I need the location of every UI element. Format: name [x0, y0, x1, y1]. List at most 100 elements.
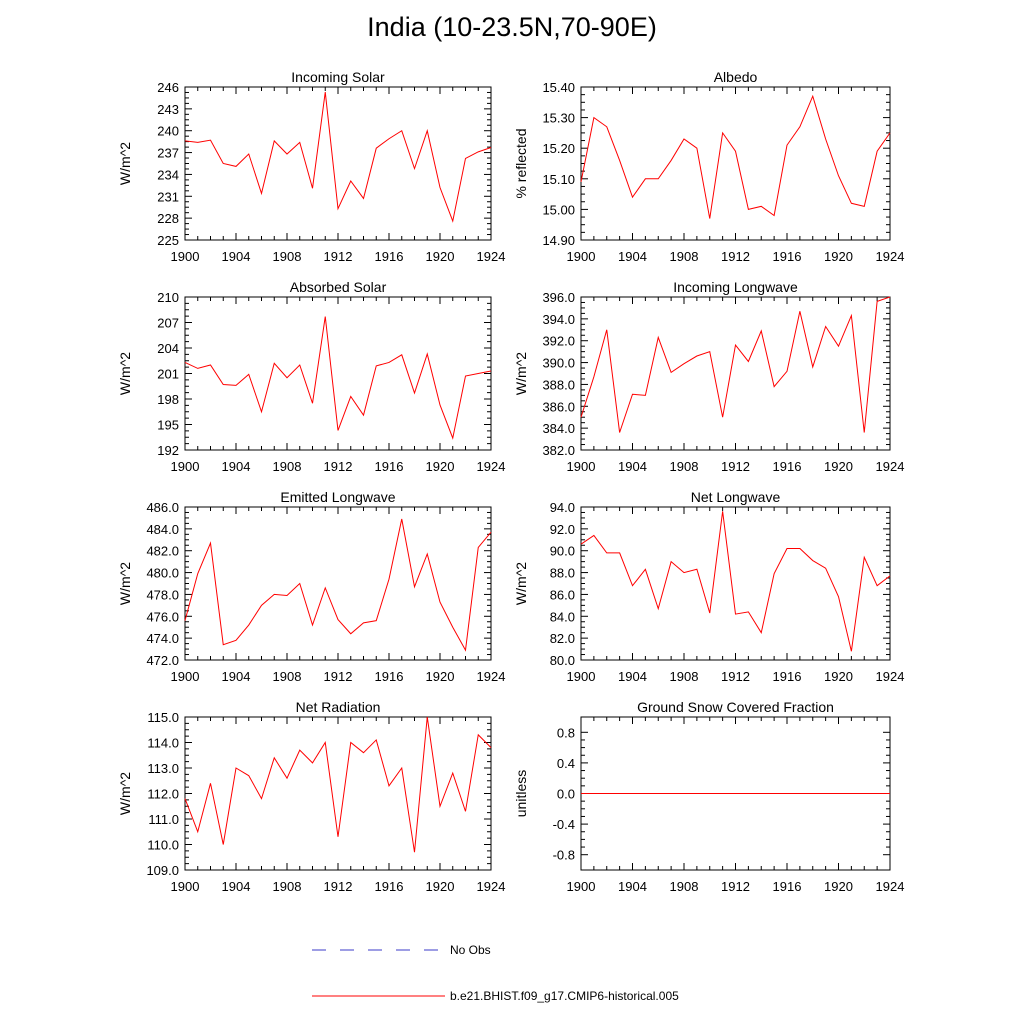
x-tick-label: 1900 — [567, 669, 596, 684]
x-tick-label: 1920 — [824, 249, 853, 264]
series-line — [580, 94, 891, 219]
x-tick-label: 1924 — [876, 879, 905, 894]
x-tick-label: 1912 — [721, 669, 750, 684]
panel-4: Emitted Longwave W/m^2 1900 1904 1908 1912 191… — [117, 489, 505, 684]
y-axis-label: W/m^2 — [117, 562, 133, 605]
series-line — [580, 296, 891, 433]
panel-title: Albedo — [714, 69, 758, 85]
x-tick-label: 1920 — [426, 249, 455, 264]
legend: No Obs b.e21.BHIST.f09_g17.CMIP6-histori… — [312, 943, 679, 1003]
x-tick-label: 1908 — [670, 669, 699, 684]
series-line — [184, 716, 492, 853]
x-tick-label: 1916 — [375, 459, 404, 474]
legend-model-label: b.e21.BHIST.f09_g17.CMIP6-historical.005 — [450, 989, 679, 1003]
x-tick-label: 1916 — [773, 459, 802, 474]
y-tick-label: 82.0 — [550, 631, 575, 646]
y-tick-label: 392.0 — [542, 334, 575, 349]
figure-title: India (10-23.5N,70-90E) — [367, 12, 657, 42]
x-tick-label: 1904 — [618, 249, 647, 264]
y-tick-label: 15.40 — [542, 80, 575, 95]
y-tick-label: 14.90 — [542, 233, 575, 248]
y-tick-label: 88.0 — [550, 566, 575, 581]
y-tick-label: 388.0 — [542, 377, 575, 392]
panel-6: Net Radiation W/m^2 1900 1904 1908 1912 1916 19… — [117, 699, 505, 894]
x-tick-label: 1908 — [670, 459, 699, 474]
x-tick-label: 1920 — [824, 879, 853, 894]
y-axis-label: W/m^2 — [117, 142, 133, 185]
y-tick-label: 201 — [157, 367, 179, 382]
series-line — [184, 316, 492, 440]
x-tick-label: 1900 — [171, 669, 200, 684]
y-tick-label: 234 — [157, 167, 179, 182]
panel-title: Incoming Longwave — [673, 279, 798, 295]
x-tick-label: 1916 — [773, 669, 802, 684]
y-tick-label: 210 — [157, 290, 179, 305]
x-tick-label: 1924 — [477, 669, 506, 684]
y-tick-label: 80.0 — [550, 653, 575, 668]
y-tick-label: 476.0 — [146, 609, 179, 624]
x-tick-label: 1920 — [824, 459, 853, 474]
y-tick-label: 472.0 — [146, 653, 179, 668]
x-tick-label: 1916 — [375, 879, 404, 894]
y-tick-label: 0.0 — [557, 787, 575, 802]
plot-frame — [580, 296, 891, 451]
x-tick-label: 1900 — [171, 249, 200, 264]
y-tick-label: 231 — [157, 189, 179, 204]
x-tick-label: 1912 — [721, 879, 750, 894]
x-tick-label: 1904 — [618, 459, 647, 474]
y-tick-label: 114.0 — [147, 736, 179, 751]
panel-1: Albedo % reflected 1900 1904 1908 1912 1916 192… — [513, 69, 904, 264]
panel-title: Absorbed Solar — [290, 279, 387, 295]
x-tick-label: 1920 — [824, 669, 853, 684]
x-tick-label: 1908 — [670, 879, 699, 894]
y-tick-label: 396.0 — [542, 290, 575, 305]
y-tick-label: 225 — [157, 233, 179, 248]
x-tick-label: 1916 — [773, 879, 802, 894]
x-tick-label: 1912 — [324, 459, 353, 474]
y-tick-label: 480.0 — [146, 566, 179, 581]
x-tick-label: 1908 — [670, 249, 699, 264]
y-tick-label: 15.00 — [542, 202, 575, 217]
y-tick-label: -0.4 — [553, 817, 575, 832]
x-tick-label: 1900 — [567, 249, 596, 264]
panel-title: Net Longwave — [691, 489, 781, 505]
panel-title: Incoming Solar — [291, 69, 385, 85]
y-tick-label: 112.0 — [147, 787, 179, 802]
x-tick-label: 1912 — [324, 879, 353, 894]
x-tick-label: 1912 — [324, 669, 353, 684]
y-tick-label: 198 — [157, 392, 179, 407]
y-tick-label: 94.0 — [550, 500, 575, 515]
x-tick-label: 1912 — [324, 249, 353, 264]
y-tick-label: 207 — [157, 316, 179, 331]
plot-frame — [580, 86, 891, 241]
y-tick-label: 482.0 — [146, 544, 179, 559]
panels: Incoming Solar W/m^2 1900 1904 1908 1912 1916 1… — [117, 69, 904, 894]
y-tick-label: 240 — [157, 124, 179, 139]
y-tick-label: 15.30 — [542, 111, 575, 126]
y-tick-label: 484.0 — [146, 522, 179, 537]
x-tick-label: 1904 — [222, 459, 251, 474]
y-tick-label: 204 — [157, 341, 179, 356]
x-tick-label: 1916 — [375, 669, 404, 684]
x-tick-label: 1924 — [876, 669, 905, 684]
y-tick-label: 478.0 — [146, 587, 179, 602]
panel-title: Net Radiation — [296, 699, 381, 715]
panel-7: Ground Snow Covered Fraction unitless 1900… — [513, 699, 904, 894]
x-tick-label: 1908 — [273, 249, 302, 264]
series-line — [184, 518, 492, 652]
y-tick-label: 109.0 — [146, 863, 179, 878]
y-axis-label: W/m^2 — [117, 352, 133, 395]
panel-0: Incoming Solar W/m^2 1900 1904 1908 1912 1916 1… — [117, 69, 505, 264]
panel-5: Net Longwave W/m^2 1900 1904 1908 1912 1916 192… — [513, 489, 904, 684]
y-tick-label: 15.10 — [542, 172, 575, 187]
x-tick-label: 1900 — [567, 879, 596, 894]
y-tick-label: 382.0 — [542, 443, 575, 458]
x-tick-label: 1924 — [876, 249, 905, 264]
y-tick-label: 84.0 — [550, 609, 575, 624]
x-tick-label: 1908 — [273, 879, 302, 894]
x-tick-label: 1900 — [567, 459, 596, 474]
x-tick-label: 1916 — [375, 249, 404, 264]
y-tick-label: 115.0 — [147, 710, 179, 725]
x-tick-label: 1920 — [426, 459, 455, 474]
